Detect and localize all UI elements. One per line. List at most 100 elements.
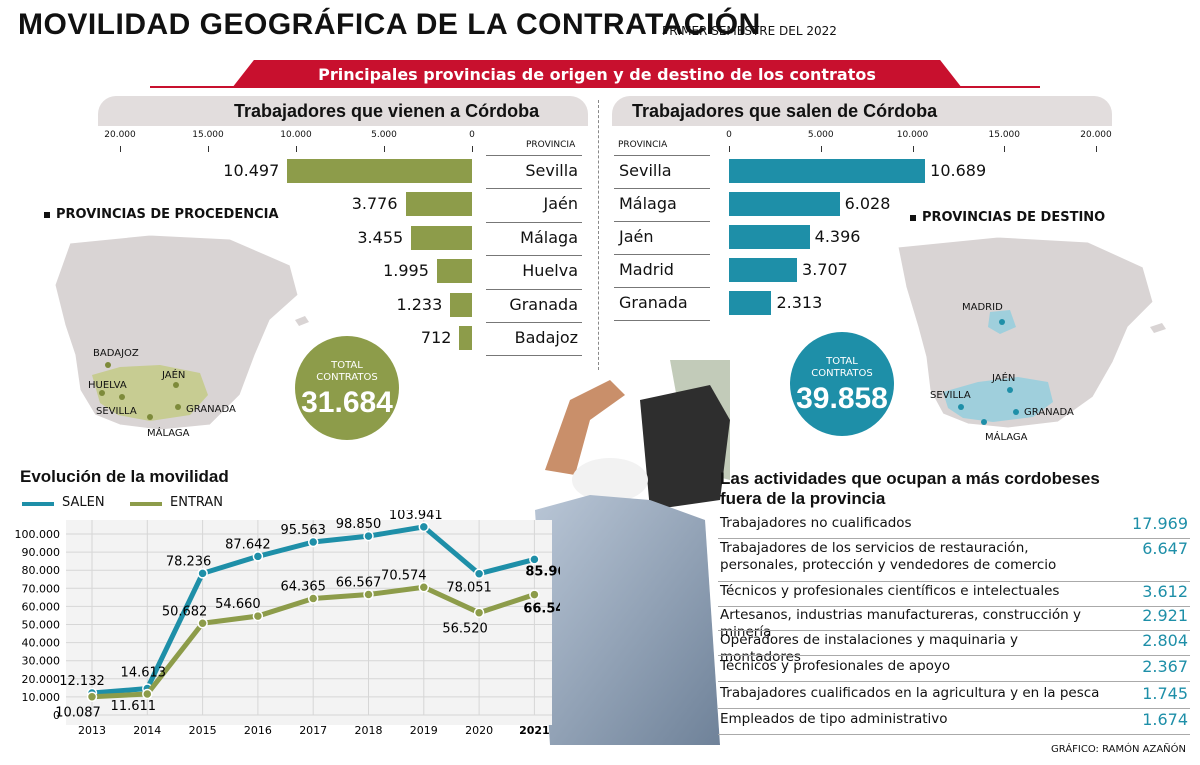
outgoing-axis-label: 15.000 [988,130,1021,140]
data-point-entran [473,607,485,618]
incoming-axis-tick [384,146,385,152]
outgoing-axis-label: 10.000 [896,130,929,140]
y-tick-label: 0 [53,709,60,722]
incoming-bar [405,192,472,217]
destination-label-granada: GRANADA [1024,407,1074,418]
activity-divider [718,630,1190,631]
incoming-bar-value: 1.995 [383,261,429,281]
incoming-bar-value: 712 [420,328,452,347]
legend-salen-swatch [22,502,54,506]
incoming-bar [287,159,472,183]
incoming-axis-tick [120,146,121,152]
outgoing-total-value: 39.858 [796,382,888,415]
outgoing-row-divider [614,254,710,255]
cap-icon [572,458,648,502]
incoming-title: Trabajadores que vienen a Córdoba [234,101,540,121]
x-tick-label: 2019 [410,724,438,737]
arm-icon [545,380,625,475]
data-label-entran: 70.574 [381,568,427,583]
incoming-province-name: Badajoz [514,328,578,347]
data-label-entran: 56.520 [442,622,488,637]
outgoing-bar-value: 6.028 [844,194,891,213]
incoming-bar [411,225,472,250]
activity-value: 17.969 [1132,514,1188,533]
x-tick-label: 2015 [189,724,217,737]
incoming-row-divider [486,188,582,190]
incoming-bar-value: 10.497 [223,161,280,180]
incoming-row-divider [486,155,582,156]
incoming-row-divider [486,255,582,257]
outgoing-total-badge: TOTAL CONTRATOS 39.858 [790,332,894,436]
outgoing-axis-tick [1004,146,1006,152]
outgoing-bar-value: 4.396 [814,227,861,246]
legend-entran-label: ENTRAN [170,495,224,510]
evolution-line-chart: 100.000 90.000 80.000 70.000 60.000 50.000 40.… [15,510,561,737]
outgoing-province-name: Madrid [619,260,674,279]
origin-spain-map [54,234,309,431]
data-point-entran [418,582,430,593]
activity-divider [718,606,1190,607]
andalucia-region [943,377,1053,422]
huelva-dot [99,390,105,396]
x-tick-label: 2021 [519,724,550,737]
data-label-entran: 50.682 [162,604,208,619]
data-point-salen [307,536,319,548]
incoming-province-name: Sevilla [525,161,578,180]
incoming-axis-tick [296,146,297,152]
bullet-icon [44,211,50,218]
activity-label: Técnicos y profesionales científicos e i… [720,583,1060,599]
origin-label-badajoz: BADAJOZ [93,348,139,359]
data-label-entran: 64.365 [280,579,326,594]
incoming-bar-value: 1.233 [396,294,443,314]
y-tick-label: 90.000 [22,546,61,559]
data-label-salen: 98.850 [336,517,382,532]
origin-label-granada: GRANADA [186,404,236,415]
spain-outline [897,236,1154,429]
outgoing-axis-tick [820,146,822,152]
data-label-entran: 11.611 [111,699,157,714]
outgoing-bar-value: 10.689 [930,161,987,180]
balearic-islands [1150,323,1166,333]
y-tick-label: 10.000 [22,691,61,704]
x-tick-label: 2018 [355,724,383,737]
incoming-province-name: Granada [509,294,578,314]
incoming-bar-value: 3.455 [357,227,404,247]
origin-label-malaga: MÁLAGA [147,428,190,439]
incoming-row-divider [486,322,582,323]
badajoz-dot [105,362,111,368]
data-label-salen: 14.613 [121,666,167,681]
destination-label-malaga: MÁLAGA [985,432,1028,443]
data-label-salen: 85.963 [525,564,560,579]
data-label-salen: 95.563 [280,523,326,538]
origin-label-huelva: HUELVA [88,380,127,391]
incoming-bar [459,326,472,350]
balearic-islands [295,316,309,326]
y-tick-label: 100.000 [15,528,61,541]
incoming-total-badge: TOTAL CONTRATOS 31.684 [295,336,399,440]
data-label-entran: 66.567 [336,576,382,591]
jaen-dot [1007,387,1013,393]
activity-value: 6.647 [1142,539,1188,558]
legend-entran-swatch [130,502,162,506]
outgoing-province-header: PROVINCIA [618,140,668,150]
incoming-axis-tick [208,146,209,152]
outgoing-title: Trabajadores que salen de Córdoba [632,101,938,121]
page-subtitle: PRIMER SEMESTRE DEL 2022 [662,24,837,38]
incoming-province-name: Málaga [520,227,578,247]
data-label-entran: 54.660 [215,597,261,612]
section-banner: Principales provincias de origen y de de… [232,60,962,88]
incoming-title-bg [98,96,588,126]
activity-label: Trabajadores no cualificados [720,515,912,531]
activity-label: Técnicos y profesionales de apoyo [720,658,951,674]
sevilla-dot [958,404,964,410]
activity-divider [718,655,1190,656]
destination-label-sevilla: SEVILLA [930,390,971,401]
outgoing-bar-value: 2.313 [776,293,823,312]
y-tick-label: 50.000 [22,619,61,632]
outgoing-bar [729,258,798,282]
worker-photo [535,360,730,745]
malaga-dot [147,414,153,420]
outgoing-row-divider [614,287,710,288]
incoming-row-divider [486,355,582,357]
outgoing-province-name: Granada [619,293,688,312]
